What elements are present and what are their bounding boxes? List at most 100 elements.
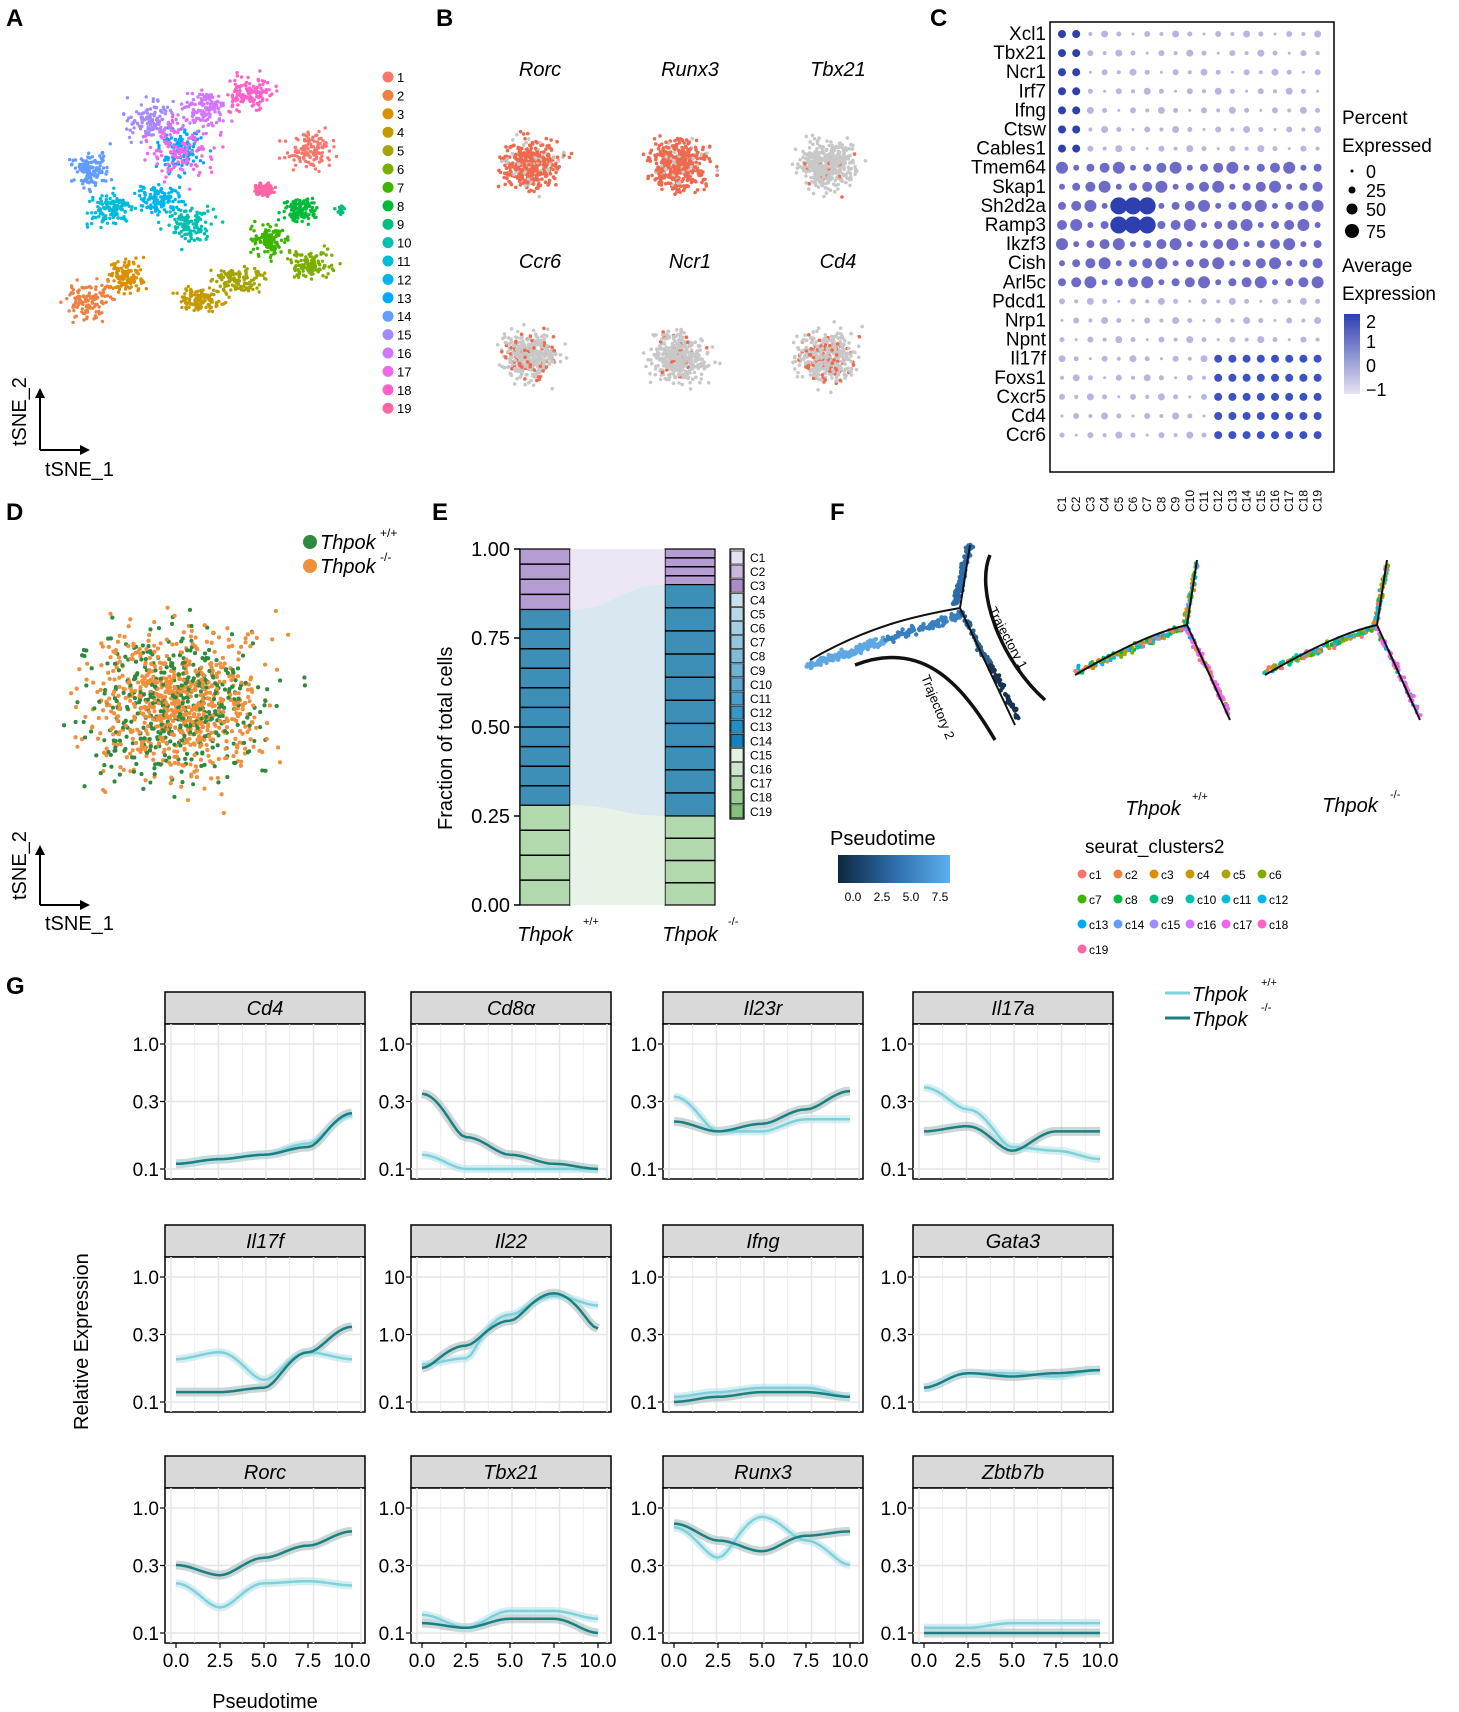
tsne-cell-point — [191, 113, 195, 118]
dotplot-point — [1143, 240, 1152, 249]
tsne-cell-point — [87, 199, 92, 204]
tsne-cell-point — [291, 218, 295, 222]
dotplot-gene-label: Ramp3 — [985, 215, 1046, 236]
tsne-cell-point — [256, 252, 261, 257]
feature-cell-point — [699, 372, 704, 377]
feature-cell-point — [694, 160, 698, 165]
tsne-cell-point — [156, 99, 160, 103]
tsne-cell-point — [108, 295, 113, 299]
dotplot-point — [1171, 201, 1180, 210]
legend-swatch — [382, 126, 394, 138]
tsne-cell-point — [217, 94, 221, 99]
dotplot-point — [1259, 108, 1263, 112]
tsne-cell-point — [79, 157, 84, 161]
feature-cell-point — [664, 155, 669, 159]
tsne-cell-point — [72, 303, 76, 307]
feature-cell-point — [554, 170, 558, 175]
feature-cell-point — [660, 159, 665, 163]
feature-cell-point — [515, 133, 519, 137]
tsne-cell-point — [194, 306, 198, 310]
tsne-cell-point — [182, 171, 187, 175]
feature-cell-point — [533, 146, 538, 151]
feature-cell-point — [690, 170, 695, 175]
feature-cell-point — [824, 163, 828, 167]
tsne-cell-point — [166, 162, 170, 166]
tsne-cell-point — [237, 279, 241, 283]
dotplot-point — [1184, 200, 1195, 211]
dotplot-point — [1084, 199, 1097, 212]
dotplot-point — [1272, 146, 1278, 152]
dotplot-point — [1314, 30, 1322, 38]
feature-cell-point — [667, 377, 671, 382]
panel-label-a: A — [6, 5, 23, 32]
tsne-cell-point — [146, 126, 150, 131]
tsne-cell-point — [330, 253, 334, 257]
dotplot-point — [1283, 238, 1296, 251]
tsne-cell-point — [285, 204, 289, 209]
feature-cell-point — [681, 162, 686, 166]
tsne-cell-point — [154, 105, 159, 110]
tsne-cell-point — [322, 244, 326, 248]
tsne-cell-point — [90, 301, 95, 305]
tsne-cell-point — [139, 184, 143, 189]
tsne-cell-point — [106, 278, 110, 282]
feature-cell-point — [682, 188, 686, 193]
feature-cell-point — [558, 359, 563, 364]
dotplot-point — [1202, 89, 1206, 94]
tsne-cell-point — [170, 214, 174, 218]
tsne-cell-point — [128, 128, 132, 132]
dotplot-point — [1159, 127, 1164, 132]
dotplot-point — [1086, 240, 1095, 249]
feature-cell-point — [694, 138, 699, 143]
tsne-cell-point — [185, 288, 189, 293]
feature-cell-point — [514, 347, 519, 352]
tsne-cell-point — [277, 233, 281, 238]
dotplot-point — [1098, 257, 1111, 270]
tsne-cell-point — [191, 97, 196, 102]
tsne-cell-point — [201, 118, 205, 122]
tsne-cell-point — [257, 290, 261, 294]
tsne-cell-point — [177, 185, 182, 190]
tsne-cell-point — [77, 288, 81, 292]
feature-cell-point — [826, 339, 830, 343]
tsne-cell-point — [134, 284, 138, 288]
feature-cell-point — [838, 155, 842, 160]
feature-cell-point — [715, 173, 719, 177]
dotplot-point — [1287, 147, 1291, 151]
feature-cell-point — [807, 187, 811, 191]
feature-cell-point — [820, 355, 825, 360]
dotplot-gene-label: Ncr1 — [1006, 62, 1046, 83]
feature-cell-point — [693, 145, 698, 150]
tsne-cell-point — [205, 101, 210, 105]
feature-cell-point — [527, 352, 532, 357]
feature-cell-point — [542, 358, 547, 363]
tsne-cell-point — [118, 206, 122, 210]
tsne-cell-point — [256, 77, 260, 82]
feature-cell-point — [826, 155, 831, 160]
feature-cell-point — [815, 353, 819, 358]
tsne-cell-point — [266, 222, 270, 226]
tsne-cell-point — [200, 144, 204, 149]
feature-cell-point — [699, 152, 704, 156]
tsne-cell-point — [302, 144, 306, 148]
tsne-cell-point — [316, 143, 320, 147]
tsne-cell-point — [73, 158, 78, 162]
dotplot-gene-label: Xcl1 — [1009, 24, 1046, 45]
feature-cell-point — [824, 191, 829, 195]
tsne-cell-point — [164, 210, 169, 214]
feature-cell-point — [843, 339, 847, 343]
legend-cluster-label: 7 — [397, 180, 404, 195]
tsne-cell-point — [264, 231, 268, 235]
feature-cell-point — [804, 134, 809, 139]
dotplot-point — [1286, 69, 1292, 75]
tsne-cell-point — [97, 309, 101, 314]
feature-cell-point — [820, 362, 824, 367]
tsne-cell-point — [294, 259, 298, 263]
feature-cell-point — [540, 143, 545, 147]
tsne-cell-point — [314, 133, 318, 138]
feature-cell-point — [851, 158, 855, 163]
dotplot-point — [1229, 88, 1235, 94]
feature-cell-point — [675, 188, 679, 192]
tsne-cell-point — [190, 102, 194, 106]
tsne-cell-point — [250, 224, 254, 228]
